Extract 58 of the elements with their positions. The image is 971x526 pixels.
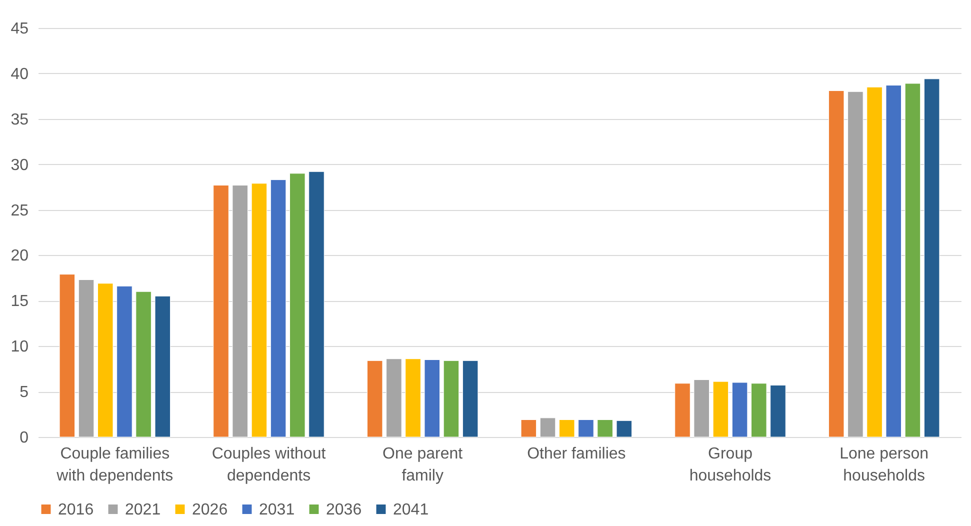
bar [770, 384, 786, 438]
bar [213, 184, 229, 438]
bar [540, 418, 556, 438]
bar [848, 91, 864, 438]
y-tick-label: 0 [20, 430, 29, 446]
bar [886, 85, 902, 438]
bar [405, 358, 421, 438]
legend-label: 2041 [393, 501, 429, 518]
bar [904, 83, 921, 438]
bar [78, 280, 94, 438]
bar [386, 358, 402, 438]
y-tick-label: 5 [20, 384, 29, 402]
legend-label: 2026 [192, 501, 228, 518]
bar [154, 296, 171, 438]
legend-label: 2021 [125, 501, 161, 518]
y-tick-label: 15 [10, 293, 29, 310]
x-tick-label: Lone person households [840, 446, 929, 484]
bar [462, 360, 478, 438]
x-tick-label: Other families [527, 446, 626, 462]
bar [97, 283, 114, 438]
x-tick-label: Group households [689, 446, 772, 484]
x-tick-label: Couples without dependents [212, 446, 326, 484]
bar [366, 360, 383, 438]
bar [270, 180, 286, 438]
y-tick-label: 25 [10, 202, 29, 220]
bar [232, 184, 248, 438]
bar [694, 379, 710, 438]
bar [674, 383, 690, 438]
legend-label: 2036 [326, 501, 362, 518]
x-tick-label: Couple families with dependents [56, 446, 174, 484]
bar [520, 419, 537, 438]
bar [828, 90, 844, 438]
legend-label: 2031 [259, 501, 295, 518]
bar [924, 78, 940, 438]
y-tick-label: 45 [10, 20, 29, 38]
bar [308, 171, 324, 438]
legend-label: 2016 [58, 501, 94, 518]
bar [597, 419, 613, 438]
bar [424, 359, 440, 438]
y-tick-label: 30 [10, 156, 29, 174]
bar [712, 381, 729, 438]
bar [732, 382, 748, 438]
bar [136, 291, 152, 438]
y-tick-label: 40 [10, 66, 29, 83]
bar [866, 86, 882, 438]
bar [59, 274, 76, 438]
bar [116, 286, 132, 438]
bar [616, 420, 632, 438]
bar [251, 183, 268, 438]
y-tick-label: 20 [10, 248, 29, 265]
bar [290, 173, 306, 438]
y-tick-label: 35 [10, 111, 29, 128]
bar [751, 383, 767, 438]
bar [558, 419, 575, 438]
bar [443, 360, 460, 438]
x-tick-label: One parent family [382, 446, 464, 484]
y-tick-label: 10 [10, 338, 29, 356]
bar [578, 419, 594, 438]
